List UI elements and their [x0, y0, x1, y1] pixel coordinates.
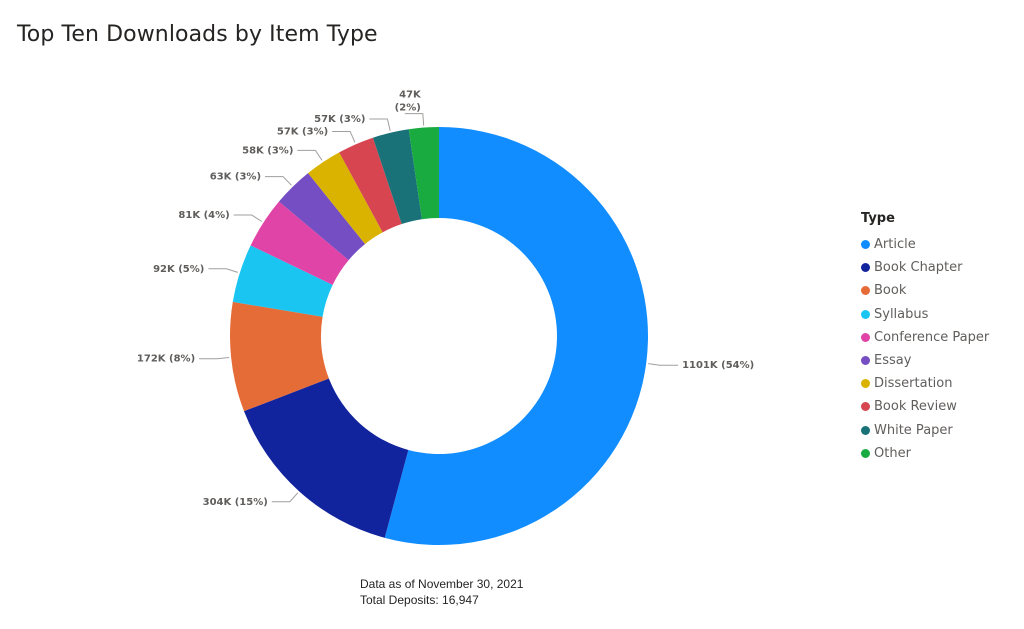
- legend-label: Book Review: [874, 399, 957, 415]
- donut-slice-white-paper[interactable]: [372, 129, 422, 225]
- legend-label: Syllabus: [874, 306, 929, 322]
- leader-line: [199, 356, 230, 360]
- data-label: 57K (3%): [277, 126, 328, 137]
- legend-marker: [861, 263, 870, 273]
- legend-item-dissertation[interactable]: Dissertation: [861, 372, 989, 395]
- leader-line: [233, 214, 263, 222]
- legend-item-book[interactable]: Book: [861, 279, 989, 302]
- leader-line: [648, 363, 679, 366]
- donut-slice-book-chapter[interactable]: [243, 378, 409, 538]
- donut-slice-book-review[interactable]: [339, 137, 402, 233]
- legend-item-book-review[interactable]: Book Review: [861, 395, 989, 418]
- legend-items: Article Book Chapter Book Syllabus Conferenc…: [861, 233, 989, 465]
- legend-label: Dissertation: [874, 376, 953, 392]
- data-label: 172K (8%): [137, 354, 195, 365]
- data-labels: 1101K (54%) 304K (15%) 172K (8%) 92K (5%) 81…: [137, 90, 754, 508]
- data-label: 63K (3%): [210, 172, 261, 183]
- legend-item-syllabus[interactable]: Syllabus: [861, 303, 989, 326]
- legend-item-essay[interactable]: Essay: [861, 349, 989, 372]
- legend-item-book-chapter[interactable]: Book Chapter: [861, 256, 989, 279]
- leader-line: [369, 118, 391, 131]
- legend-item-article[interactable]: Article: [861, 233, 989, 256]
- legend-item-white-paper[interactable]: White Paper: [861, 419, 989, 442]
- data-date-note: Data as of November 30, 2021: [360, 577, 524, 591]
- legend-marker: [861, 425, 870, 435]
- legend-label: Conference Paper: [874, 329, 990, 345]
- legend-label: Article: [874, 237, 916, 253]
- leader-line: [404, 113, 425, 126]
- data-label: 58K (3%): [242, 145, 293, 156]
- donut-slice-book[interactable]: [229, 301, 329, 412]
- data-label: 92K (5%): [153, 264, 204, 275]
- footer-note: Data as of November 30, 2021 Total Depos…: [360, 576, 523, 608]
- legend-marker: [861, 379, 870, 389]
- donut-slice-essay[interactable]: [278, 173, 366, 261]
- legend-marker: [861, 332, 870, 342]
- legend-label: Book: [874, 283, 907, 299]
- data-label: 81K (4%): [178, 210, 229, 221]
- data-label: 1101K (54%): [682, 360, 754, 371]
- legend-marker: [861, 402, 870, 412]
- donut-slice-conference-paper[interactable]: [250, 201, 349, 285]
- legend-item-other[interactable]: Other: [861, 442, 989, 465]
- donut-slice-other[interactable]: [408, 127, 439, 220]
- chart-title: Top Ten Downloads by Item Type: [17, 22, 378, 47]
- leader-line: [332, 130, 356, 143]
- donut-slices: [229, 127, 648, 546]
- legend-label: White Paper: [874, 422, 953, 438]
- legend-label: Book Chapter: [874, 260, 963, 276]
- legend-marker: [861, 448, 870, 458]
- legend-label: Essay: [874, 353, 912, 369]
- data-label: 304K (15%): [203, 497, 268, 508]
- data-label: 47K (2%): [395, 90, 422, 114]
- data-label: 57K (3%): [314, 114, 365, 125]
- leader-line: [297, 149, 323, 161]
- donut-slice-article[interactable]: [384, 127, 648, 546]
- legend: Type Article Book Chapter Book Syllabus Conf…: [861, 211, 989, 465]
- leader-line: [265, 176, 292, 186]
- legend-title: Type: [861, 211, 895, 226]
- legend-marker: [861, 356, 870, 366]
- legend-marker: [861, 286, 870, 296]
- leader-lines: [199, 113, 679, 503]
- total-deposits-note: Total Deposits: 16,947: [360, 593, 479, 607]
- leader-line: [271, 492, 299, 503]
- legend-item-conference-paper[interactable]: Conference Paper: [861, 326, 989, 349]
- donut-slice-dissertation[interactable]: [308, 152, 383, 245]
- legend-marker: [861, 240, 870, 250]
- legend-marker: [861, 309, 870, 319]
- leader-line: [208, 268, 238, 273]
- donut-slice-syllabus[interactable]: [232, 245, 333, 317]
- legend-label: Other: [874, 445, 911, 461]
